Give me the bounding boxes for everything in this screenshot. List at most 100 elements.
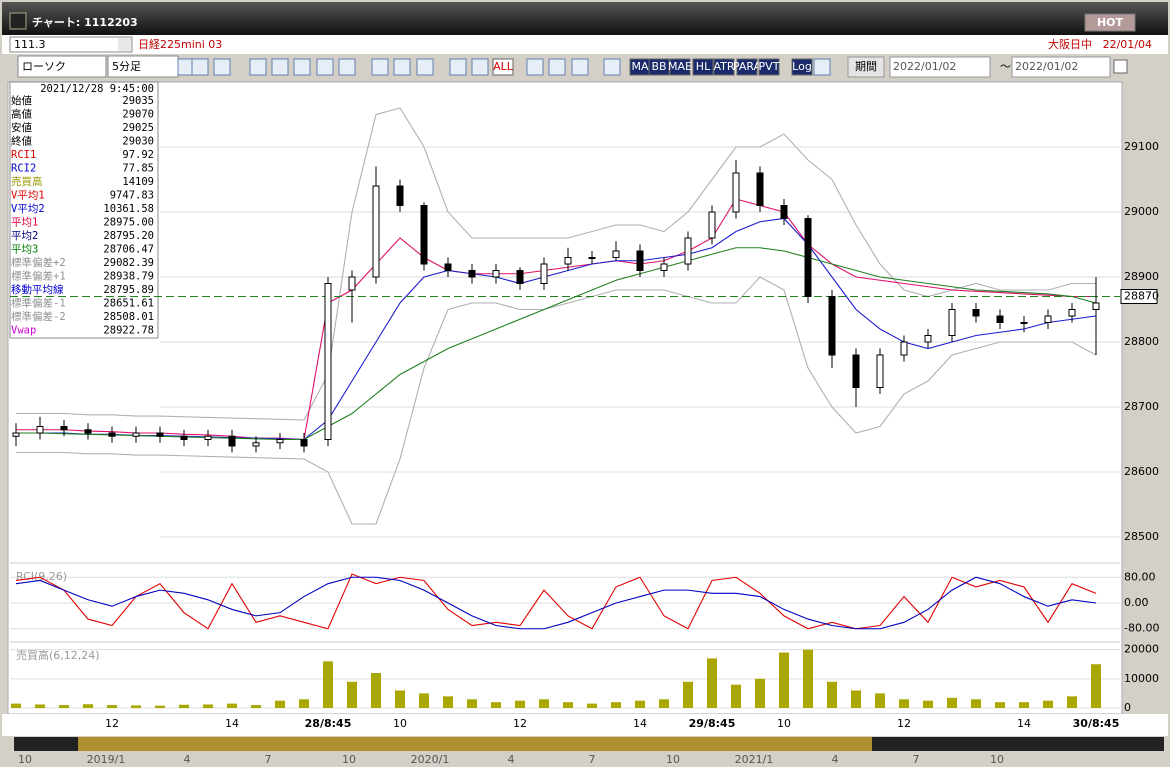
tool-label[interactable]: MAE [668, 60, 692, 73]
candle-body [60, 426, 68, 431]
tool-icon[interactable] [293, 58, 311, 76]
candle-body [876, 354, 884, 388]
info-value: 28706.47 [103, 244, 154, 256]
candle-body [612, 250, 620, 258]
dropdown-btn[interactable] [118, 38, 131, 51]
tool-button[interactable] [692, 58, 714, 76]
tool-icon[interactable] [191, 58, 209, 76]
info-value: 29025 [122, 122, 154, 134]
range-sep: 〜 [1000, 60, 1011, 73]
tool-icon[interactable] [416, 58, 434, 76]
volume-bar [707, 658, 717, 708]
info-value: 77.85 [122, 163, 154, 175]
info-value: 10361.58 [103, 203, 154, 215]
x-tick-label: 28/8:45 [305, 717, 352, 730]
tool-icon[interactable] [548, 58, 566, 76]
y-tick-label: 29100 [1124, 140, 1159, 153]
navigator-window[interactable] [78, 737, 872, 751]
tool-label[interactable]: ALL [493, 60, 514, 73]
navigator-label: 10 [990, 753, 1004, 766]
code-input[interactable] [9, 36, 133, 53]
tool-icon[interactable] [813, 58, 831, 76]
tool-button[interactable] [713, 58, 735, 76]
info-label: Vwap [11, 325, 36, 337]
y-tick-label: 29000 [1124, 205, 1159, 218]
tool-icon[interactable] [249, 58, 267, 76]
tool-label[interactable]: HL [696, 60, 711, 73]
tool-label[interactable]: PVT [759, 60, 780, 73]
candle-body [516, 270, 524, 284]
tool-icon[interactable] [213, 58, 231, 76]
volume-bar [899, 699, 909, 708]
price-marker-label: 28870 [1124, 290, 1159, 303]
info-value: 28975.00 [103, 217, 154, 229]
candle-body [684, 237, 692, 265]
info-value: 97.92 [122, 149, 154, 161]
tool-icon[interactable] [393, 58, 411, 76]
indicator-line [16, 247, 1097, 441]
navigator-label: 10 [666, 753, 680, 766]
info-label: 標準偏差-2 [11, 310, 66, 323]
candle-body [84, 429, 92, 434]
volume-bar [731, 684, 741, 708]
tool-icon[interactable] [271, 58, 289, 76]
x-tick-label: 29/8:45 [689, 717, 736, 730]
to-input[interactable] [1011, 56, 1111, 78]
volume-bar [515, 700, 525, 708]
candle-body [204, 435, 212, 440]
tool-icon[interactable] [603, 58, 621, 76]
y-tick-label: 80.00 [1124, 570, 1156, 583]
tool-icon[interactable] [338, 58, 356, 76]
candle-body [468, 270, 476, 278]
x-tick-label: 14 [633, 717, 647, 730]
indicator-line [16, 217, 1097, 441]
tool-icon[interactable] [371, 58, 389, 76]
tool-icon[interactable] [571, 58, 589, 76]
info-label: 売買高 [11, 175, 43, 188]
tool-icon[interactable] [449, 58, 467, 76]
indicator-line [16, 276, 1097, 525]
volume-bar [347, 681, 357, 708]
tool-button[interactable] [736, 58, 758, 76]
tool-icon[interactable] [526, 58, 544, 76]
volume-bar [467, 699, 477, 708]
candle-body [540, 263, 548, 284]
hot-label[interactable]: HOT [1097, 16, 1124, 29]
hot-button[interactable] [1084, 13, 1136, 32]
info-label: 標準偏差-1 [11, 297, 66, 310]
info-value: 29035 [122, 95, 154, 107]
navigator-label: 4 [184, 753, 191, 766]
tool-button[interactable] [791, 58, 813, 76]
candle-body [300, 439, 308, 447]
volume-bar [659, 699, 669, 708]
volume-bar [227, 703, 237, 708]
candle-body [396, 185, 404, 206]
tool-icon[interactable] [316, 58, 334, 76]
tool-button[interactable] [669, 58, 691, 76]
tool-label[interactable]: MA [631, 60, 648, 73]
volume-bar [539, 699, 549, 708]
tool-label[interactable]: PARA [733, 60, 762, 73]
tool-label[interactable]: BB [651, 60, 666, 73]
checkbox[interactable] [1113, 59, 1128, 74]
volume-bar [251, 705, 261, 708]
info-label: RCI2 [11, 163, 36, 175]
tool-label[interactable]: ATR [713, 60, 734, 73]
title-bar [2, 2, 1168, 35]
tool-button[interactable] [492, 58, 514, 76]
x-tick-label: 12 [513, 717, 527, 730]
period-button[interactable] [847, 56, 885, 78]
info-label: 標準偏差+2 [11, 256, 66, 269]
candle-body [660, 263, 668, 271]
info-datetime: 2021/12/28 9:45:00 [40, 83, 154, 95]
candle-body [1092, 302, 1100, 310]
tool-button[interactable] [758, 58, 780, 76]
style-select[interactable] [17, 55, 107, 78]
candle-body [948, 309, 956, 336]
volume-bar [107, 705, 117, 708]
tool-label[interactable]: Log [792, 60, 812, 73]
x-tick-label: 14 [1017, 717, 1031, 730]
from-input[interactable] [889, 56, 991, 78]
tool-button[interactable] [648, 58, 670, 76]
tool-icon[interactable] [471, 58, 489, 76]
